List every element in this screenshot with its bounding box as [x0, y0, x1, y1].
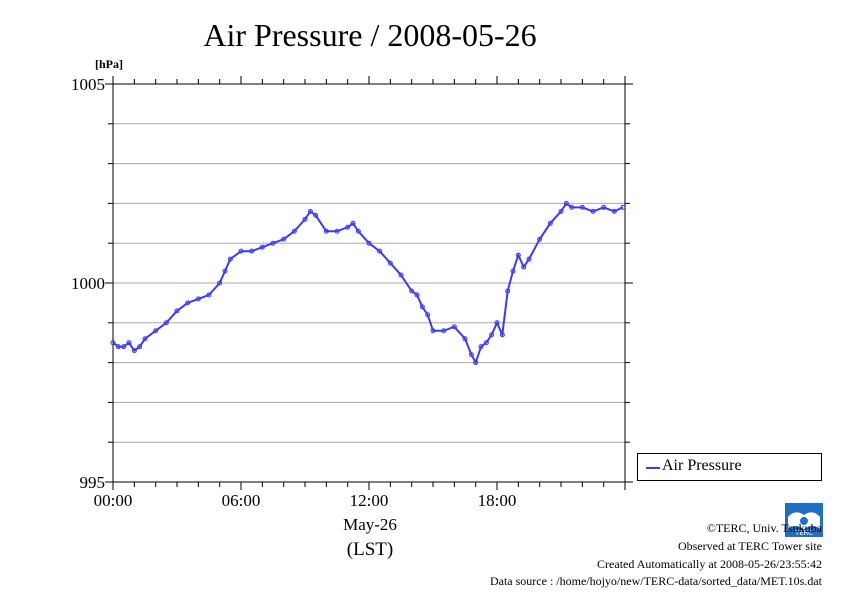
- data-point: [249, 248, 255, 254]
- data-point: [163, 320, 169, 326]
- legend-label: Air Pressure: [662, 457, 742, 474]
- data-point: [563, 200, 569, 206]
- data-point: [126, 340, 132, 346]
- data-point: [489, 332, 495, 338]
- data-point: [494, 320, 500, 326]
- data-point: [222, 268, 228, 274]
- data-point: [590, 208, 596, 214]
- legend-swatch: [646, 467, 660, 469]
- data-point: [377, 248, 383, 254]
- data-point: [131, 348, 137, 354]
- y-unit-label: [hPa]: [95, 57, 123, 71]
- data-point: [345, 224, 351, 230]
- y-tick-label: 1000: [71, 274, 105, 293]
- x-label-date: May-26: [343, 515, 397, 534]
- data-point: [526, 256, 532, 262]
- data-point: [350, 220, 356, 226]
- x-label-unit: (LST): [347, 539, 393, 560]
- svg-text:TERC: TERC: [794, 529, 813, 537]
- data-point: [468, 352, 474, 358]
- data-point: [547, 220, 553, 226]
- footer-created: Created Automatically at 2008-05-26/23:5…: [597, 557, 822, 571]
- data-point: [569, 204, 575, 210]
- data-point: [441, 328, 447, 334]
- data-point: [419, 304, 425, 310]
- data-point: [137, 344, 143, 350]
- data-point: [430, 328, 436, 334]
- y-tick-label: 1005: [71, 75, 105, 94]
- footer-source: Data source : /home/hojyo/new/TERC-data/…: [489, 574, 822, 588]
- data-point: [270, 240, 276, 246]
- data-point: [521, 264, 527, 270]
- data-point: [174, 308, 180, 314]
- data-point: [499, 332, 505, 338]
- footer-copyright: ©TERC, Univ. Tsukuba: [706, 521, 822, 535]
- data-point: [195, 296, 201, 302]
- data-point: [478, 344, 484, 350]
- data-point: [185, 300, 191, 306]
- data-point: [115, 344, 121, 350]
- data-point: [281, 236, 287, 242]
- data-point: [505, 288, 511, 294]
- x-tick-label: 00:00: [94, 491, 133, 510]
- data-point: [462, 336, 468, 342]
- data-point: [611, 208, 617, 214]
- data-point: [483, 340, 489, 346]
- data-point: [307, 208, 313, 214]
- x-tick-label: 06:00: [222, 491, 261, 510]
- data-point: [291, 228, 297, 234]
- data-point: [414, 292, 420, 298]
- x-axis: 00:00 06:00 12:00 18:00: [94, 76, 626, 510]
- data-point: [510, 268, 516, 274]
- data-point: [425, 312, 431, 318]
- series-points: [110, 200, 626, 366]
- data-point: [398, 272, 404, 278]
- data-point: [259, 244, 265, 250]
- data-point: [579, 204, 585, 210]
- data-point: [334, 228, 340, 234]
- data-point: [451, 324, 457, 330]
- footer-observed: Observed at TERC Tower site: [677, 539, 822, 553]
- data-point: [537, 236, 543, 242]
- legend: Air Pressure: [637, 453, 822, 481]
- x-tick-label: 18:00: [478, 491, 517, 510]
- terc-logo-icon: TERC: [785, 503, 823, 537]
- data-point: [227, 256, 233, 262]
- data-point: [153, 328, 159, 334]
- data-point: [355, 228, 361, 234]
- data-point: [110, 340, 116, 346]
- data-point: [206, 292, 212, 298]
- data-point: [473, 360, 479, 366]
- data-point: [558, 208, 564, 214]
- chart-title: Air Pressure / 2008-05-26: [203, 17, 536, 53]
- data-point: [323, 228, 329, 234]
- y-tick-label: 995: [80, 473, 106, 492]
- data-point: [601, 204, 607, 210]
- data-point: [121, 344, 127, 350]
- data-point: [217, 280, 223, 286]
- data-point: [302, 216, 308, 222]
- data-point: [142, 336, 148, 342]
- grid: [113, 123, 625, 443]
- data-point: [366, 240, 372, 246]
- y-axis: 995 1000 1005: [71, 75, 633, 492]
- data-point: [515, 252, 521, 258]
- data-point: [387, 260, 393, 266]
- data-point: [313, 212, 319, 218]
- data-point: [238, 248, 244, 254]
- data-point: [620, 204, 626, 210]
- data-point: [409, 288, 415, 294]
- series-line-air-pressure: [112, 201, 624, 366]
- x-tick-label: 12:00: [350, 491, 389, 510]
